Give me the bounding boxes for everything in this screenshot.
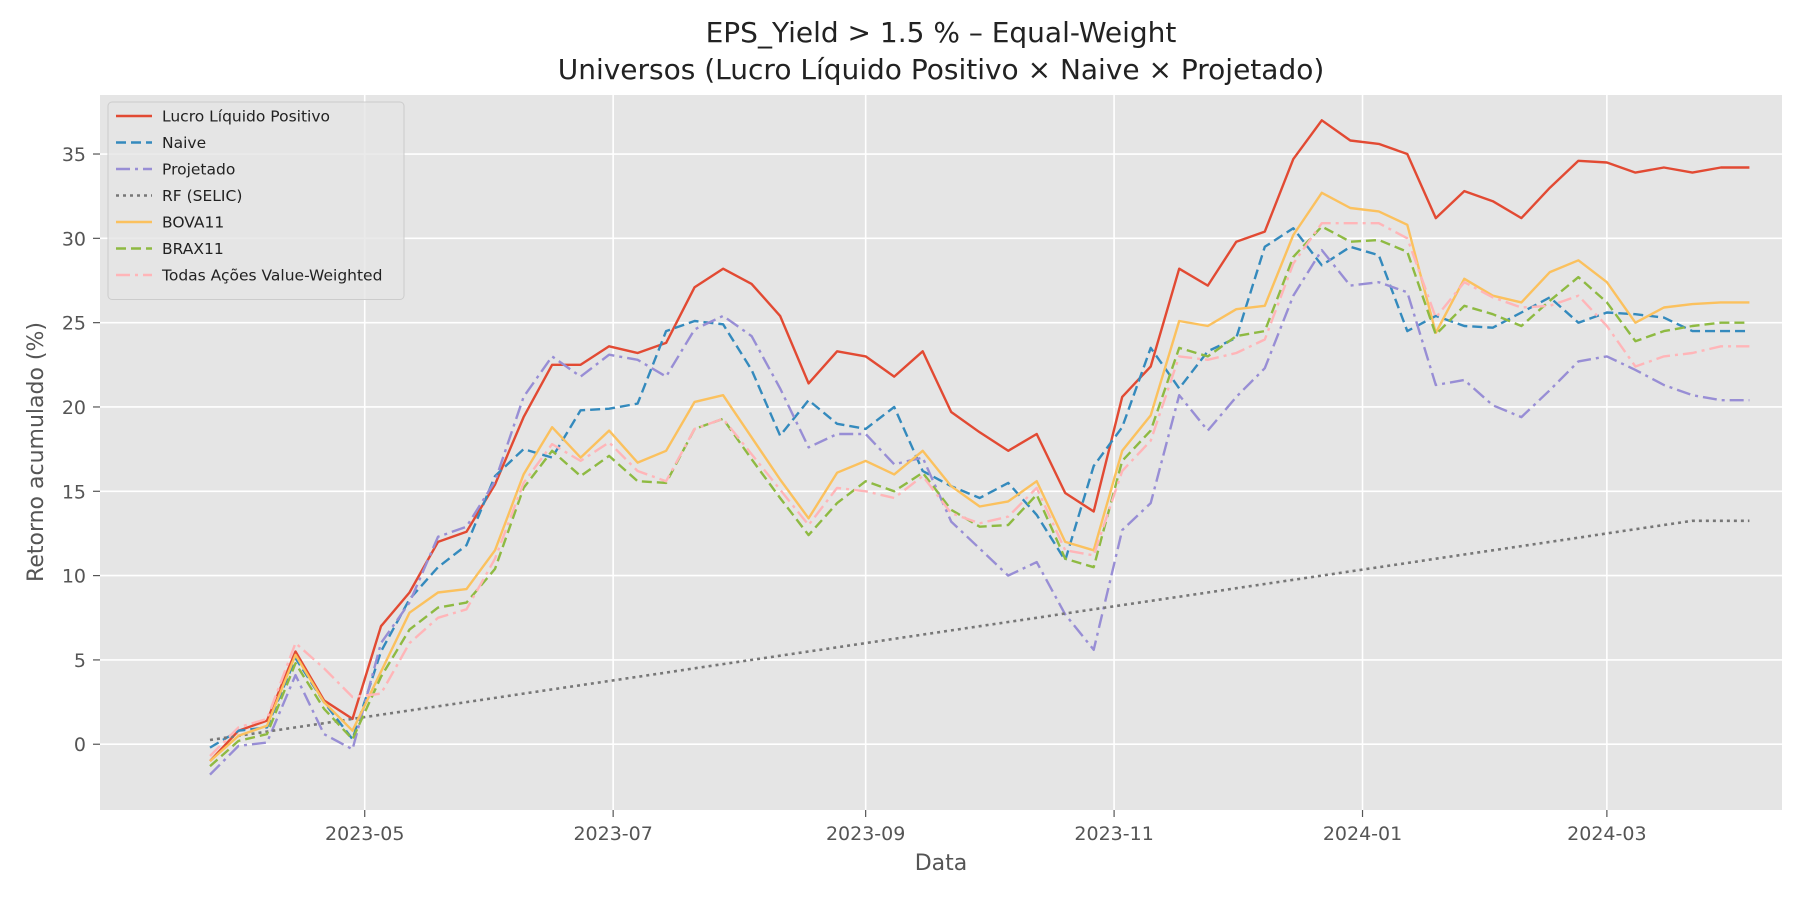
series-lines (209, 119, 1750, 776)
x-tick-label: 2023-09 (826, 823, 905, 845)
y-tick-label: 5 (74, 650, 86, 672)
x-tick-label: 2023-07 (573, 823, 652, 845)
legend-label: Lucro Líquido Positivo (162, 108, 330, 126)
series-line-1 (209, 226, 1750, 749)
series-line-3 (209, 519, 1750, 742)
x-axis-label: Data (915, 851, 968, 876)
chart-title: EPS_Yield > 1.5 % – Equal-Weight (706, 16, 1177, 49)
series-line-0 (209, 119, 1750, 762)
legend-label: RF (SELIC) (162, 187, 242, 205)
x-tick-label: 2023-11 (1074, 823, 1153, 845)
legend-box (107, 101, 405, 300)
legend-label: BRAX11 (162, 240, 224, 258)
legend-label: Projetado (162, 161, 235, 179)
chart-subtitle: Universos (Lucro Líquido Positivo × Naiv… (558, 53, 1325, 86)
legend-label: BOVA11 (162, 214, 224, 232)
legend-label: Naive (162, 134, 206, 152)
y-tick-label: 10 (62, 566, 86, 588)
legend-label: Todas Ações Value-Weighted (161, 267, 382, 285)
y-tick-label: 0 (74, 734, 86, 756)
x-tick-label: 2024-01 (1323, 823, 1402, 845)
y-tick-label: 15 (62, 481, 86, 503)
x-tick-label: 2023-05 (325, 823, 404, 845)
y-axis-ticks: 0 5 10 15 20 25 30 35 (62, 144, 100, 756)
y-tick-label: 35 (62, 144, 86, 166)
y-tick-label: 20 (62, 397, 86, 419)
y-tick-label: 30 (62, 228, 86, 250)
series-line-5 (209, 225, 1750, 768)
series-line-4 (209, 191, 1750, 762)
series-line-6 (209, 221, 1750, 757)
y-tick-label: 25 (62, 313, 86, 335)
x-tick-label: 2024-03 (1567, 823, 1646, 845)
legend: Lucro Líquido Positivo Naive Projetado RF (… (107, 101, 405, 300)
y-axis-label: Retorno acumulado (%) (24, 322, 49, 582)
x-axis-ticks: 2023-05 2023-07 2023-09 2023-11 2024-01 2024-… (325, 810, 1647, 845)
